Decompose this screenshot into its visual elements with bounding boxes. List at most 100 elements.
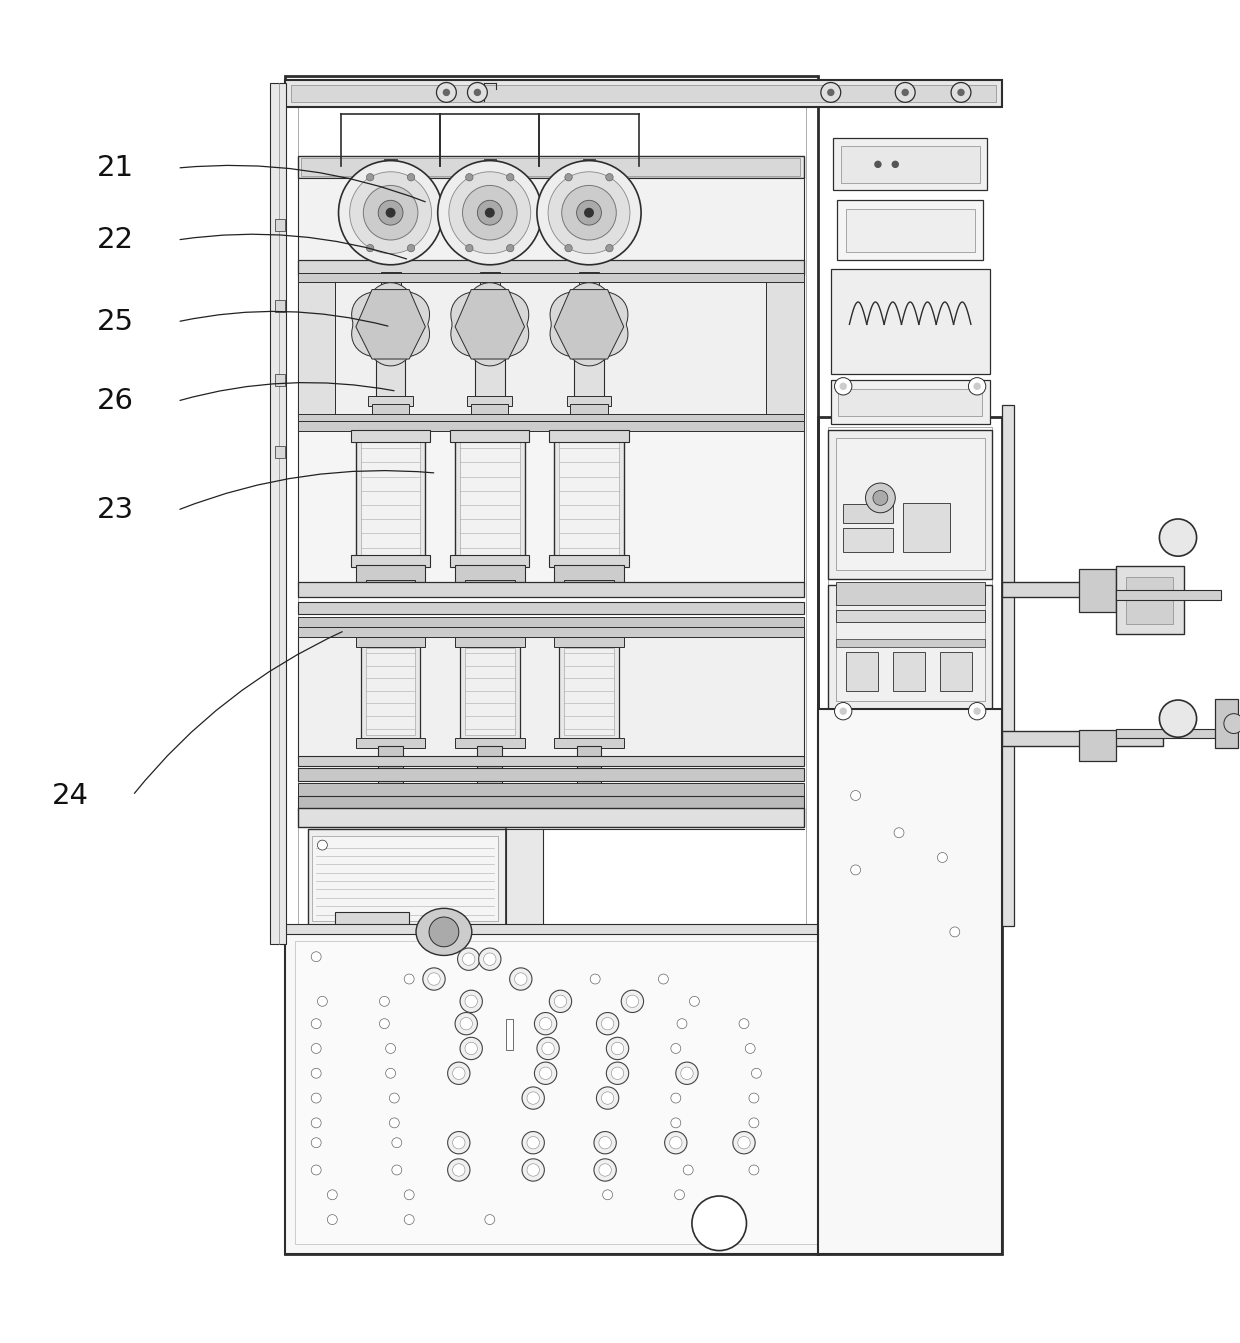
Circle shape — [605, 244, 614, 252]
Bar — [506, 829, 543, 925]
Circle shape — [577, 312, 601, 337]
Circle shape — [542, 1042, 554, 1054]
Circle shape — [751, 1068, 761, 1078]
Circle shape — [577, 200, 601, 226]
Bar — [368, 396, 413, 406]
Bar — [465, 647, 515, 735]
Circle shape — [611, 1042, 624, 1054]
Circle shape — [378, 312, 403, 337]
Bar — [549, 555, 629, 567]
Circle shape — [745, 1044, 755, 1053]
Circle shape — [429, 917, 459, 947]
Bar — [270, 82, 286, 944]
Text: 21: 21 — [97, 154, 134, 183]
Circle shape — [658, 974, 668, 984]
Bar — [298, 156, 804, 179]
Circle shape — [386, 320, 396, 329]
Circle shape — [453, 1068, 465, 1080]
Bar — [583, 160, 595, 169]
Circle shape — [379, 997, 389, 1006]
Circle shape — [467, 82, 487, 102]
Bar — [275, 446, 285, 458]
Bar — [836, 639, 985, 647]
Bar — [298, 630, 804, 759]
Circle shape — [606, 1062, 629, 1084]
Circle shape — [350, 172, 432, 254]
Text: 26: 26 — [97, 387, 134, 415]
Bar — [841, 146, 980, 183]
Circle shape — [534, 1013, 557, 1035]
Circle shape — [733, 1132, 755, 1154]
Circle shape — [407, 173, 414, 181]
Circle shape — [951, 82, 971, 102]
Circle shape — [392, 1138, 402, 1148]
Circle shape — [851, 791, 861, 800]
Bar — [467, 396, 512, 406]
Circle shape — [968, 377, 986, 395]
Circle shape — [527, 1136, 539, 1148]
Bar — [356, 436, 425, 560]
Bar — [361, 441, 420, 555]
Bar — [1002, 404, 1014, 925]
Circle shape — [463, 185, 517, 240]
Bar — [455, 436, 525, 560]
Circle shape — [317, 997, 327, 1006]
Text: 23: 23 — [97, 497, 134, 524]
Circle shape — [671, 1093, 681, 1103]
Bar — [298, 274, 804, 282]
Bar — [450, 555, 529, 567]
Text: 24: 24 — [52, 782, 89, 810]
Bar — [298, 583, 804, 598]
Circle shape — [404, 1214, 414, 1225]
Circle shape — [821, 82, 841, 102]
Polygon shape — [352, 282, 429, 365]
Circle shape — [584, 320, 594, 329]
Bar — [833, 138, 987, 191]
Ellipse shape — [415, 908, 471, 955]
Circle shape — [599, 1164, 611, 1176]
Bar — [1002, 583, 1163, 598]
Bar — [356, 637, 425, 647]
Bar — [1079, 729, 1116, 760]
Circle shape — [681, 1068, 693, 1080]
Bar — [384, 160, 397, 169]
Circle shape — [937, 853, 947, 862]
Bar — [567, 396, 611, 406]
Bar — [298, 756, 804, 766]
Circle shape — [379, 1019, 389, 1029]
Circle shape — [506, 173, 515, 181]
Bar — [554, 739, 624, 748]
Bar — [298, 275, 804, 423]
Circle shape — [311, 1044, 321, 1053]
Bar — [376, 359, 405, 399]
Circle shape — [386, 1068, 396, 1078]
Circle shape — [460, 1037, 482, 1060]
Circle shape — [874, 161, 882, 168]
Circle shape — [599, 1136, 611, 1148]
Bar — [766, 275, 804, 423]
Circle shape — [311, 952, 321, 962]
Bar — [298, 420, 804, 431]
Bar — [455, 739, 525, 748]
Bar — [472, 806, 507, 815]
Circle shape — [564, 173, 572, 181]
Circle shape — [873, 490, 888, 505]
Bar — [285, 77, 818, 1254]
Circle shape — [549, 990, 572, 1013]
Circle shape — [534, 1062, 557, 1084]
Circle shape — [973, 708, 981, 714]
Circle shape — [590, 974, 600, 984]
Bar — [831, 380, 990, 423]
Polygon shape — [451, 282, 528, 365]
Circle shape — [675, 1190, 684, 1199]
Circle shape — [671, 1117, 681, 1128]
Circle shape — [601, 1018, 614, 1030]
Circle shape — [1159, 518, 1197, 556]
Circle shape — [485, 320, 495, 329]
Circle shape — [626, 995, 639, 1007]
Circle shape — [506, 244, 515, 252]
Circle shape — [363, 185, 418, 240]
Circle shape — [950, 927, 960, 937]
Bar — [465, 580, 515, 595]
Polygon shape — [554, 290, 624, 359]
